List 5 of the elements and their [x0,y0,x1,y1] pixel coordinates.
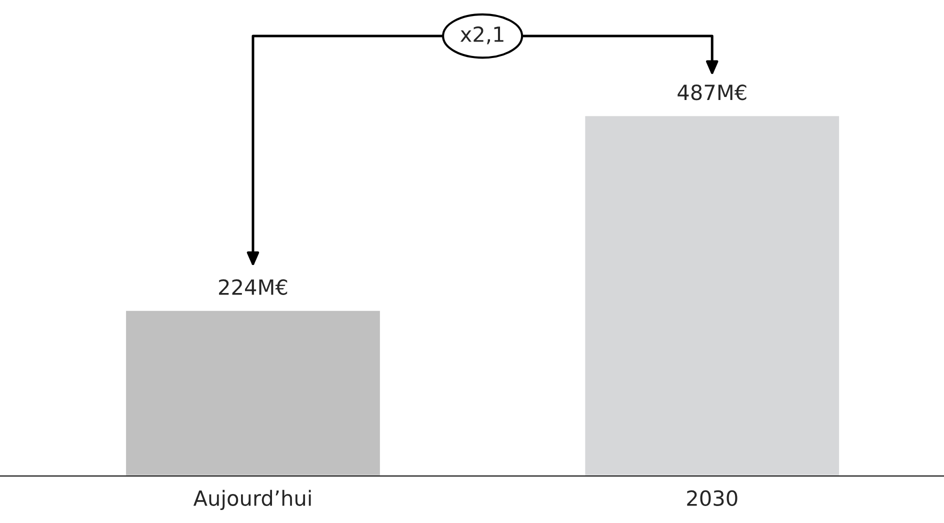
x-tick-label: Aujourd’hui [193,490,311,510]
data-label: 487M€ [678,84,746,100]
x-tick-label: 2030 [687,490,738,506]
text: x2,1 [460,26,504,44]
data-label: 224M€ [219,279,288,295]
